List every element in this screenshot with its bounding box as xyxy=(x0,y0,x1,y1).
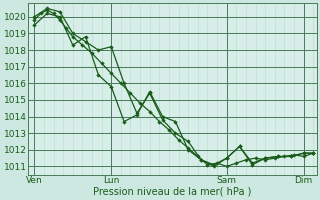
X-axis label: Pression niveau de la mer( hPa ): Pression niveau de la mer( hPa ) xyxy=(93,187,252,197)
